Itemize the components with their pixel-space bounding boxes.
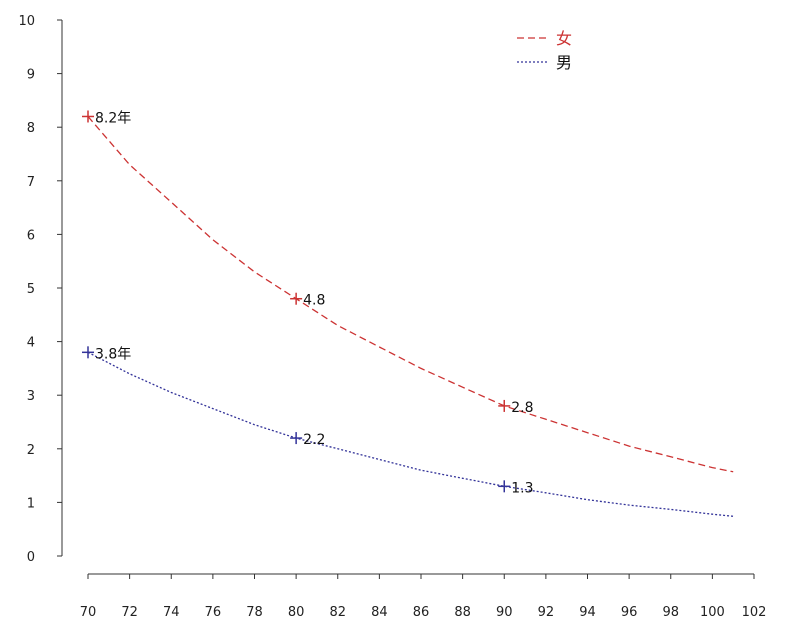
x-tick-label: 96 xyxy=(621,605,638,620)
x-axis: 70 72 74 76 78 80 82 84 86 88 90 92 94 96 98 100 102 xyxy=(80,573,767,620)
x-tick-label: 72 xyxy=(121,605,138,620)
legend-label-female: 女 xyxy=(556,29,572,48)
x-tick-label: 82 xyxy=(329,605,346,620)
data-label: 1.3 xyxy=(511,480,533,496)
y-tick-label: 10 xyxy=(18,14,35,29)
x-tick-label: 88 xyxy=(454,605,471,620)
x-tick-label: 86 xyxy=(413,605,430,620)
y-tick-label: 6 xyxy=(27,228,35,243)
data-label: 2.2 xyxy=(303,432,325,448)
y-tick-label: 0 xyxy=(27,550,35,565)
y-tick-label: 2 xyxy=(27,443,35,458)
x-tick-label: 90 xyxy=(496,605,513,620)
y-tick-label: 5 xyxy=(27,282,35,297)
y-tick-label: 3 xyxy=(27,389,35,404)
x-tick-label: 100 xyxy=(700,605,725,620)
y-tick-label: 4 xyxy=(27,336,35,351)
series-line-male xyxy=(87,351,734,517)
x-tick-label: 78 xyxy=(246,605,263,620)
data-label: 4.8 xyxy=(303,293,325,309)
x-tick-label: 76 xyxy=(205,605,222,620)
data-label: 2.8 xyxy=(511,400,533,416)
legend: 女男 xyxy=(517,29,572,72)
data-label: 3.8年 xyxy=(95,346,131,362)
series-line-female xyxy=(87,116,734,473)
y-tick-label: 1 xyxy=(27,496,35,511)
x-tick-label: 92 xyxy=(538,605,555,620)
y-tick-label: 9 xyxy=(27,68,35,83)
series-layer: 8.2年 4.8 2.8 3.8年 2.2 1.3 xyxy=(82,110,734,517)
y-tick-label: 8 xyxy=(27,121,35,136)
x-tick-label: 84 xyxy=(371,605,388,620)
x-tick-label: 98 xyxy=(662,605,679,620)
data-label: 8.2年 xyxy=(95,110,131,126)
x-tick-label: 70 xyxy=(80,605,97,620)
x-tick-label: 102 xyxy=(742,605,767,620)
y-axis: 0 1 2 3 4 5 6 7 8 9 10 xyxy=(18,14,63,565)
x-tick-label: 94 xyxy=(579,605,596,620)
legend-label-male: 男 xyxy=(556,53,572,72)
x-tick-label: 74 xyxy=(163,605,180,620)
x-tick-label: 80 xyxy=(288,605,305,620)
y-tick-label: 7 xyxy=(27,175,35,190)
